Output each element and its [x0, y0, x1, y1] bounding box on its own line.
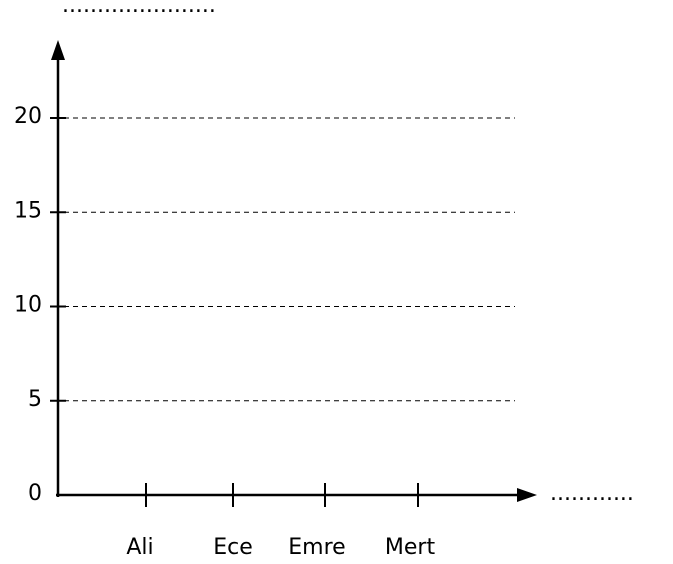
- y-tick-label: 15: [14, 198, 42, 223]
- x-tick-label: Mert: [385, 535, 436, 560]
- y-axis-arrow: [51, 40, 65, 60]
- y-tick-label: 0: [28, 481, 42, 506]
- y-tick-label: 10: [14, 293, 42, 318]
- x-tick-label: Ece: [213, 535, 253, 560]
- x-axis-label: ............: [550, 481, 634, 506]
- x-tick-label: Ali: [126, 535, 153, 560]
- y-tick-label: 20: [14, 104, 42, 129]
- x-tick-label: Emre: [288, 535, 345, 560]
- chart-title: ......................: [62, 0, 216, 18]
- x-axis-arrow: [517, 488, 537, 502]
- y-tick-label: 5: [28, 387, 42, 412]
